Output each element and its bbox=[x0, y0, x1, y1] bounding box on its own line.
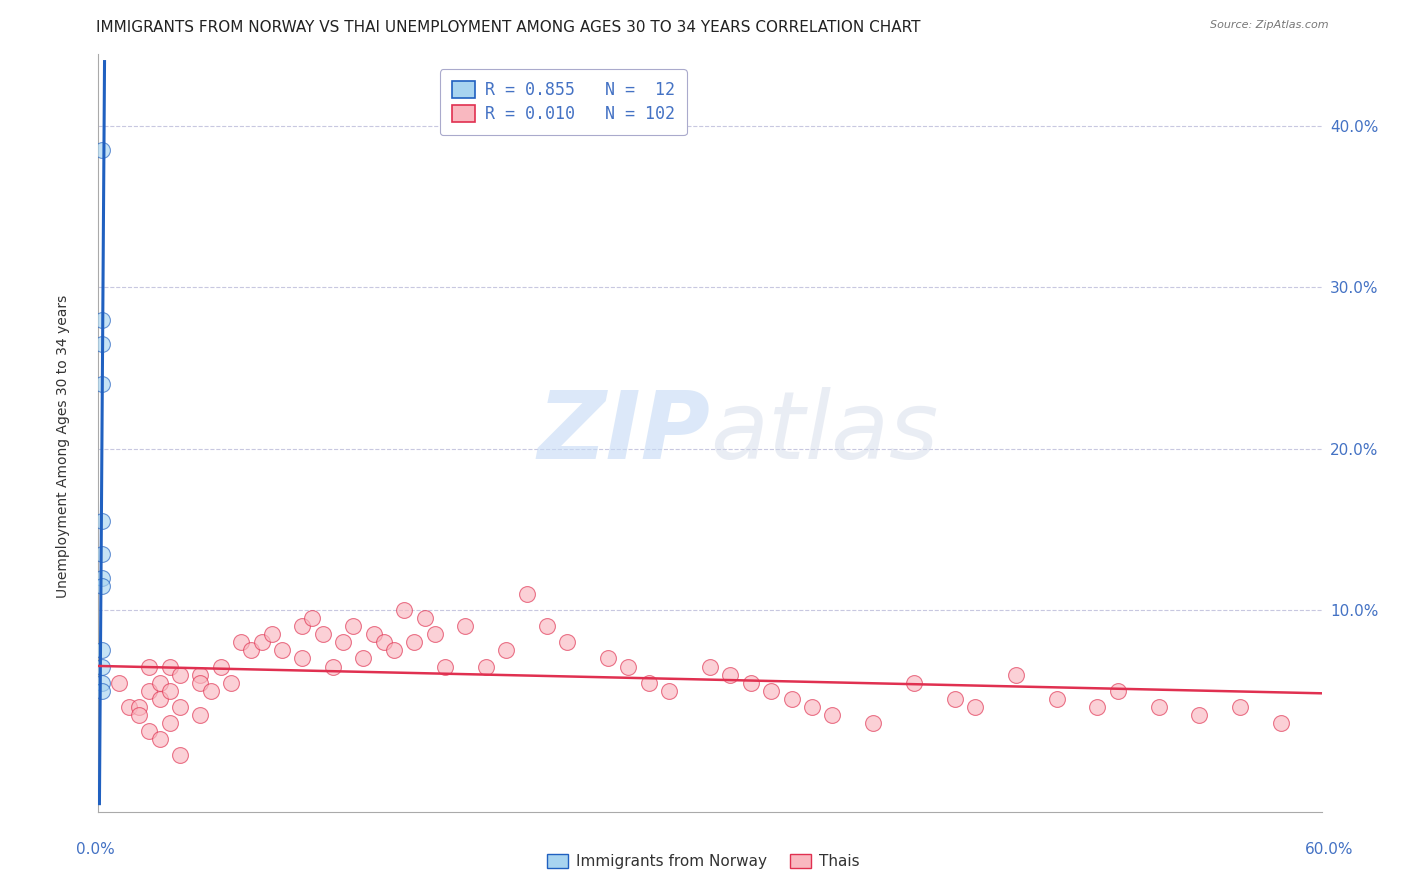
Point bbox=[1085, 699, 1108, 714]
Point bbox=[188, 707, 212, 722]
Point bbox=[903, 675, 925, 690]
Point bbox=[91, 514, 114, 528]
Point bbox=[598, 651, 620, 665]
Point bbox=[392, 603, 416, 617]
Point bbox=[159, 659, 181, 673]
Point bbox=[91, 675, 114, 690]
Point bbox=[617, 659, 640, 673]
Point bbox=[149, 675, 172, 690]
Point bbox=[128, 699, 150, 714]
Legend: Immigrants from Norway, Thais: Immigrants from Norway, Thais bbox=[540, 847, 866, 875]
Point bbox=[1045, 691, 1069, 706]
Point bbox=[149, 691, 172, 706]
Point bbox=[128, 707, 150, 722]
Point bbox=[91, 579, 114, 593]
Point bbox=[780, 691, 803, 706]
Point bbox=[250, 635, 273, 649]
Point bbox=[118, 699, 141, 714]
Point bbox=[413, 611, 436, 625]
Point bbox=[159, 683, 181, 698]
Point bbox=[658, 683, 681, 698]
Point bbox=[169, 667, 191, 681]
Point bbox=[740, 675, 762, 690]
Point bbox=[291, 651, 314, 665]
Point bbox=[761, 683, 783, 698]
Point bbox=[231, 635, 253, 649]
Point bbox=[555, 635, 579, 649]
Point bbox=[138, 683, 160, 698]
Point bbox=[91, 659, 114, 673]
Point bbox=[1229, 699, 1251, 714]
Point bbox=[91, 377, 114, 392]
Point bbox=[270, 643, 294, 657]
Point bbox=[1188, 707, 1211, 722]
Point bbox=[801, 699, 824, 714]
Text: 60.0%: 60.0% bbox=[1305, 842, 1353, 856]
Point bbox=[188, 675, 212, 690]
Point bbox=[965, 699, 987, 714]
Point bbox=[301, 611, 323, 625]
Point bbox=[821, 707, 844, 722]
Point bbox=[423, 627, 446, 641]
Point bbox=[1270, 716, 1292, 731]
Point bbox=[404, 635, 426, 649]
Point bbox=[342, 619, 364, 633]
Point bbox=[373, 635, 395, 649]
Text: 0.0%: 0.0% bbox=[76, 842, 115, 856]
Point bbox=[322, 659, 344, 673]
Point bbox=[91, 683, 114, 698]
Point bbox=[169, 748, 191, 763]
Legend: R = 0.855   N =  12, R = 0.010   N = 102: R = 0.855 N = 12, R = 0.010 N = 102 bbox=[440, 70, 686, 135]
Point bbox=[699, 659, 721, 673]
Point bbox=[516, 587, 538, 601]
Point bbox=[91, 643, 114, 657]
Point bbox=[1147, 699, 1170, 714]
Point bbox=[91, 337, 114, 351]
Text: Unemployment Among Ages 30 to 34 years: Unemployment Among Ages 30 to 34 years bbox=[56, 294, 70, 598]
Text: atlas: atlas bbox=[710, 387, 938, 478]
Point bbox=[495, 643, 517, 657]
Point bbox=[291, 619, 314, 633]
Point bbox=[363, 627, 385, 641]
Point bbox=[260, 627, 283, 641]
Point bbox=[91, 571, 114, 585]
Point bbox=[91, 547, 114, 561]
Point bbox=[138, 659, 160, 673]
Point bbox=[454, 619, 477, 633]
Point bbox=[474, 659, 498, 673]
Point bbox=[943, 691, 966, 706]
Point bbox=[91, 144, 114, 158]
Point bbox=[312, 627, 335, 641]
Point bbox=[240, 643, 263, 657]
Point bbox=[149, 732, 172, 747]
Point bbox=[219, 675, 242, 690]
Text: Source: ZipAtlas.com: Source: ZipAtlas.com bbox=[1211, 20, 1329, 29]
Point bbox=[138, 724, 160, 739]
Point bbox=[862, 716, 884, 731]
Point bbox=[200, 683, 222, 698]
Point bbox=[1004, 667, 1026, 681]
Point bbox=[718, 667, 742, 681]
Point bbox=[536, 619, 558, 633]
Point bbox=[209, 659, 232, 673]
Point bbox=[382, 643, 405, 657]
Point bbox=[1107, 683, 1129, 698]
Point bbox=[434, 659, 457, 673]
Point bbox=[159, 716, 181, 731]
Point bbox=[108, 675, 131, 690]
Text: IMMIGRANTS FROM NORWAY VS THAI UNEMPLOYMENT AMONG AGES 30 TO 34 YEARS CORRELATIO: IMMIGRANTS FROM NORWAY VS THAI UNEMPLOYM… bbox=[96, 20, 920, 35]
Point bbox=[188, 667, 212, 681]
Point bbox=[169, 699, 191, 714]
Point bbox=[91, 312, 114, 326]
Point bbox=[352, 651, 374, 665]
Text: ZIP: ZIP bbox=[537, 386, 710, 479]
Point bbox=[332, 635, 354, 649]
Point bbox=[637, 675, 661, 690]
